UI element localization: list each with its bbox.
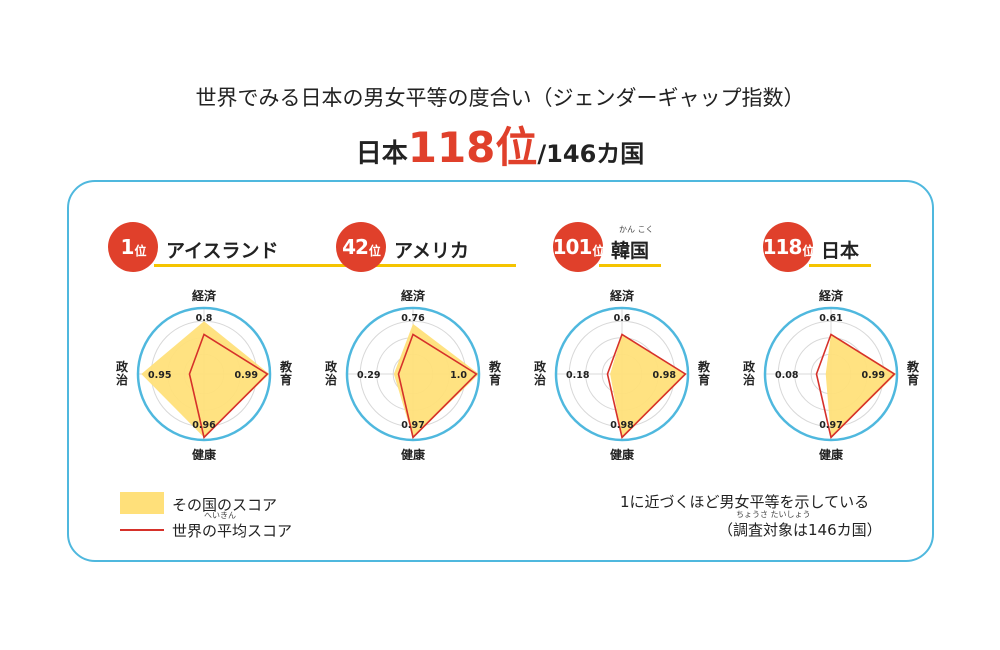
value-label: 0.98 — [653, 370, 677, 381]
value-label: 0.08 — [775, 370, 799, 381]
value-label: 0.99 — [235, 370, 258, 381]
rank-number: 42 — [342, 235, 369, 259]
headline-rank: 118位 — [407, 123, 538, 172]
country-name: 韓国 — [611, 240, 650, 262]
country-name: アメリカ — [394, 240, 470, 262]
axis-label-left: 治 — [116, 372, 128, 387]
legend-line-swatch — [120, 529, 164, 531]
title-underline — [154, 264, 386, 267]
value-label: 0.6 — [614, 313, 631, 324]
country-score-area — [825, 333, 897, 439]
rank-suffix: 位 — [592, 243, 604, 258]
outer-ring — [345, 306, 481, 442]
outer-ring — [763, 306, 899, 442]
axis-label-top: 経済 — [192, 288, 217, 303]
axis-label-right: 教 — [279, 359, 293, 374]
rank-number: 118 — [762, 235, 803, 259]
value-label: 0.95 — [148, 370, 171, 381]
page-title: 世界でみる日本の男女平等の度合い（ジェンダーギャップ指数） — [195, 86, 805, 110]
chart-panel — [67, 180, 934, 562]
axis-label-left: 政 — [325, 359, 338, 374]
world-average-line — [397, 333, 478, 439]
axis-label-right: 育 — [489, 372, 501, 387]
value-label: 0.76 — [401, 313, 425, 324]
axis-label-right: 教 — [488, 359, 502, 374]
value-label: 0.98 — [610, 420, 634, 431]
rank-badge: 42 位 — [336, 222, 386, 272]
rank-suffix: 位 — [134, 243, 146, 258]
value-label: 0.18 — [566, 370, 590, 381]
country-score-area — [141, 321, 270, 438]
headline-suffix: /146カ国 — [537, 140, 645, 168]
legend-line-ruby: へいきん — [204, 511, 236, 520]
axis-label-right: 育 — [280, 372, 292, 387]
axis-label-right: 教 — [697, 359, 711, 374]
axis-label-left: 政 — [743, 359, 756, 374]
rank-number: 1 — [120, 235, 135, 259]
rank-badge: 118 位 — [762, 222, 814, 272]
headline-prefix: 日本 — [355, 139, 408, 169]
axis-label-left: 治 — [325, 372, 337, 387]
value-label: 0.96 — [192, 420, 216, 431]
axis-label-right: 育 — [907, 372, 919, 387]
note-ruby: ちょうさ たいしょう — [736, 510, 811, 519]
value-label: 1.0 — [450, 370, 467, 381]
rank-suffix: 位 — [368, 243, 381, 258]
rank-badge: 101 位 — [552, 222, 604, 272]
world-average-line — [815, 333, 896, 439]
note-line-1: 1に近づくほど男女平等を示している — [620, 493, 870, 511]
world-average-line — [606, 333, 687, 439]
country-name: 日本 — [821, 240, 860, 262]
world-average-line — [188, 333, 269, 439]
axis-label-top: 経済 — [610, 288, 635, 303]
legend-line-label: 世界の平均スコア — [172, 522, 293, 540]
axis-label-bottom: 健康 — [401, 447, 426, 460]
value-label: 0.29 — [357, 370, 380, 381]
legend-fill-swatch — [120, 492, 164, 514]
outer-ring — [554, 306, 690, 442]
value-label: 0.97 — [401, 420, 424, 431]
outer-ring — [136, 306, 272, 442]
country-score-area — [393, 323, 479, 439]
value-label: 0.99 — [862, 370, 885, 381]
axis-label-right: 育 — [698, 372, 710, 387]
title-underline — [382, 264, 516, 267]
note-line-2: （調査対象は146カ国） — [718, 521, 882, 539]
axis-label-bottom: 健康 — [192, 447, 217, 460]
value-label: 0.8 — [196, 313, 213, 324]
axis-label-bottom: 健康 — [819, 447, 844, 460]
country-score-area — [610, 334, 687, 439]
axis-label-bottom: 健康 — [610, 447, 635, 460]
axis-label-top: 経済 — [401, 288, 426, 303]
rank-suffix: 位 — [802, 243, 814, 258]
axis-label-right: 教 — [906, 359, 920, 374]
title-underline — [809, 264, 871, 267]
axis-label-left: 治 — [534, 372, 546, 387]
title-underline — [599, 264, 661, 267]
country-name: アイスランド — [166, 240, 279, 262]
value-label: 0.61 — [819, 313, 842, 324]
axis-label-left: 治 — [743, 372, 755, 387]
axis-label-left: 政 — [534, 359, 547, 374]
axis-label-top: 経済 — [819, 288, 844, 303]
headline: 日本118位/146カ国 — [0, 114, 1000, 175]
legend-fill-label: その国のスコア — [172, 496, 278, 514]
country-ruby: かん こく — [619, 225, 654, 234]
value-label: 0.97 — [819, 420, 842, 431]
rank-number: 101 — [552, 235, 593, 259]
axis-label-left: 政 — [116, 359, 129, 374]
